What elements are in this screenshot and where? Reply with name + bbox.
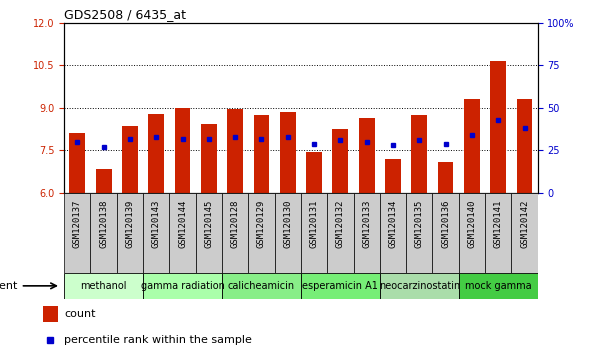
Bar [459,273,538,299]
Text: GSM120144: GSM120144 [178,199,187,248]
Text: count: count [64,309,96,319]
Text: GSM120135: GSM120135 [415,199,424,248]
Text: GSM120133: GSM120133 [362,199,371,248]
Bar [433,193,459,273]
Text: GSM120142: GSM120142 [520,199,529,248]
Bar [327,193,354,273]
Bar [254,115,269,193]
Bar [43,306,58,322]
Bar [96,169,111,193]
Text: GSM120141: GSM120141 [494,199,503,248]
Bar [148,114,164,193]
Text: GSM120140: GSM120140 [467,199,477,248]
Text: agent: agent [0,281,18,291]
Bar [280,112,296,193]
Text: GSM120145: GSM120145 [204,199,213,248]
Text: GSM120139: GSM120139 [125,199,134,248]
Bar [354,193,380,273]
Text: GSM120137: GSM120137 [73,199,82,248]
Bar [64,193,90,273]
Bar [227,109,243,193]
Text: GSM120128: GSM120128 [230,199,240,248]
Bar [117,193,143,273]
Bar [175,108,191,193]
Bar [301,193,327,273]
Bar [490,61,506,193]
Bar [459,193,485,273]
Text: GSM120136: GSM120136 [441,199,450,248]
Bar [70,133,85,193]
Text: esperamicin A1: esperamicin A1 [302,281,378,291]
Bar [274,193,301,273]
Text: GSM120129: GSM120129 [257,199,266,248]
Bar [122,126,138,193]
Text: calicheamicin: calicheamicin [228,281,295,291]
Text: GDS2508 / 6435_at: GDS2508 / 6435_at [64,8,186,21]
Bar [359,118,375,193]
Text: GSM120130: GSM120130 [284,199,292,248]
Bar [411,115,427,193]
Bar [511,193,538,273]
Bar [64,273,143,299]
Bar [332,129,348,193]
Bar [406,193,433,273]
Text: GSM120132: GSM120132 [336,199,345,248]
Bar [143,193,169,273]
Text: GSM120143: GSM120143 [152,199,161,248]
Text: GSM120134: GSM120134 [389,199,398,248]
Bar [196,193,222,273]
Text: neocarzinostatin: neocarzinostatin [379,281,460,291]
Bar [301,273,380,299]
Bar [90,193,117,273]
Text: GSM120138: GSM120138 [99,199,108,248]
Bar [380,273,459,299]
Text: methanol: methanol [81,281,127,291]
Bar [143,273,222,299]
Bar [485,193,511,273]
Bar [222,193,248,273]
Text: gamma radiation: gamma radiation [141,281,224,291]
Bar [248,193,274,273]
Text: GSM120131: GSM120131 [310,199,318,248]
Bar [306,152,322,193]
Bar [464,99,480,193]
Bar [385,159,401,193]
Bar [222,273,301,299]
Text: mock gamma: mock gamma [465,281,532,291]
Bar [380,193,406,273]
Bar [437,162,453,193]
Bar [169,193,196,273]
Bar [517,99,532,193]
Text: percentile rank within the sample: percentile rank within the sample [64,335,252,345]
Bar [201,124,217,193]
